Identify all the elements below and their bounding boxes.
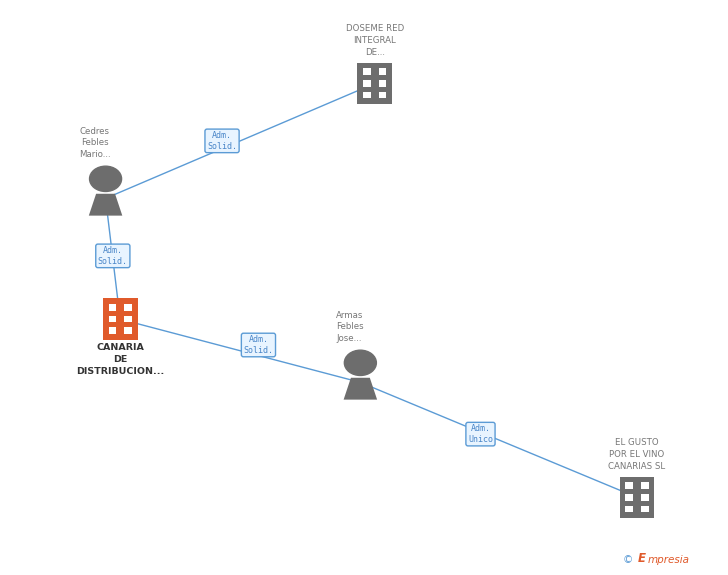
FancyBboxPatch shape xyxy=(641,482,649,489)
Polygon shape xyxy=(89,194,122,216)
FancyBboxPatch shape xyxy=(641,494,649,501)
FancyBboxPatch shape xyxy=(363,91,371,98)
FancyBboxPatch shape xyxy=(124,304,132,311)
Text: Adm.
Unico: Adm. Unico xyxy=(468,424,493,444)
Text: Adm.
Solid.: Adm. Solid. xyxy=(98,246,128,266)
FancyBboxPatch shape xyxy=(108,327,116,334)
FancyBboxPatch shape xyxy=(108,316,116,323)
FancyBboxPatch shape xyxy=(363,80,371,87)
Text: EL GUSTO
POR EL VINO
CANARIAS SL: EL GUSTO POR EL VINO CANARIAS SL xyxy=(609,438,665,471)
FancyBboxPatch shape xyxy=(620,477,654,518)
FancyBboxPatch shape xyxy=(357,63,392,104)
FancyBboxPatch shape xyxy=(124,316,132,323)
FancyBboxPatch shape xyxy=(641,505,649,512)
Text: E: E xyxy=(638,551,646,565)
Text: DOSEME RED
INTEGRAL
DE...: DOSEME RED INTEGRAL DE... xyxy=(346,24,404,57)
Circle shape xyxy=(90,166,122,191)
FancyBboxPatch shape xyxy=(103,298,138,340)
Text: ©: © xyxy=(622,555,633,565)
Text: Adm.
Solid.: Adm. Solid. xyxy=(243,335,274,355)
FancyBboxPatch shape xyxy=(625,505,633,512)
FancyBboxPatch shape xyxy=(625,482,633,489)
Circle shape xyxy=(344,350,376,375)
FancyBboxPatch shape xyxy=(108,304,116,311)
FancyBboxPatch shape xyxy=(625,494,633,501)
Text: mpresia: mpresia xyxy=(647,555,689,565)
FancyBboxPatch shape xyxy=(124,327,132,334)
FancyBboxPatch shape xyxy=(379,91,387,98)
Polygon shape xyxy=(344,378,377,400)
FancyBboxPatch shape xyxy=(379,68,387,75)
Text: CANARIA
DE
DISTRIBUCION...: CANARIA DE DISTRIBUCION... xyxy=(76,343,165,376)
Text: Cedres
Febles
Mario...: Cedres Febles Mario... xyxy=(79,126,111,159)
Text: Adm.
Solid.: Adm. Solid. xyxy=(207,131,237,151)
FancyBboxPatch shape xyxy=(379,80,387,87)
Text: Armas
Febles
Jose...: Armas Febles Jose... xyxy=(336,310,363,343)
FancyBboxPatch shape xyxy=(363,68,371,75)
